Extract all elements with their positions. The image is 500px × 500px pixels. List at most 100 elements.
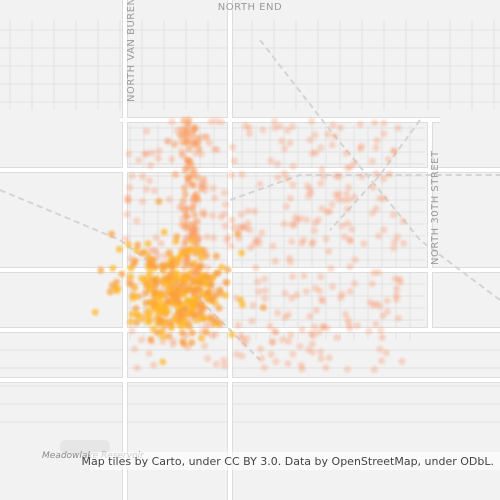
point xyxy=(145,177,153,185)
point xyxy=(213,360,221,368)
point xyxy=(375,232,383,240)
point xyxy=(347,237,355,245)
point xyxy=(145,260,153,268)
point xyxy=(356,121,364,129)
point xyxy=(343,365,351,373)
point xyxy=(182,224,190,232)
point xyxy=(151,276,159,284)
point xyxy=(379,312,387,320)
point xyxy=(289,122,297,130)
point xyxy=(281,169,289,177)
point xyxy=(165,249,173,257)
point xyxy=(190,294,198,302)
point xyxy=(391,238,399,246)
point xyxy=(150,246,158,254)
point xyxy=(204,355,212,363)
point xyxy=(400,239,408,247)
point xyxy=(251,207,259,215)
point xyxy=(106,288,114,296)
point xyxy=(338,290,346,298)
point xyxy=(340,196,348,204)
point xyxy=(133,217,141,225)
point xyxy=(134,241,142,249)
point xyxy=(399,217,407,225)
point xyxy=(303,216,311,224)
point xyxy=(127,318,135,326)
point xyxy=(298,326,306,334)
point xyxy=(296,342,304,350)
point xyxy=(258,355,266,363)
point xyxy=(336,124,344,132)
point xyxy=(328,200,336,208)
point xyxy=(390,211,398,219)
point xyxy=(230,224,238,232)
point xyxy=(220,189,228,197)
point xyxy=(289,181,297,189)
point xyxy=(279,336,287,344)
point xyxy=(378,357,386,365)
point xyxy=(328,141,336,149)
point xyxy=(201,342,209,350)
point xyxy=(135,156,143,164)
point xyxy=(138,249,146,257)
point xyxy=(370,365,378,373)
point xyxy=(288,294,296,302)
point xyxy=(317,273,325,281)
point xyxy=(329,121,337,129)
point xyxy=(383,307,391,315)
point xyxy=(366,298,374,306)
point xyxy=(281,289,289,297)
point xyxy=(174,298,182,306)
point xyxy=(334,195,342,203)
point xyxy=(168,155,176,163)
point xyxy=(266,323,274,331)
point xyxy=(139,197,147,205)
point xyxy=(261,287,269,295)
point xyxy=(289,350,297,358)
point xyxy=(183,133,191,141)
point xyxy=(238,352,246,360)
point xyxy=(323,208,331,216)
point xyxy=(175,255,183,263)
point xyxy=(385,170,393,178)
point xyxy=(380,175,388,183)
point xyxy=(257,345,265,353)
point xyxy=(143,307,151,315)
point xyxy=(383,297,391,305)
point xyxy=(376,345,384,353)
point xyxy=(168,118,176,126)
point xyxy=(318,205,326,213)
point xyxy=(398,358,406,366)
point xyxy=(394,124,402,132)
point xyxy=(245,124,253,132)
point xyxy=(394,314,402,322)
point xyxy=(350,193,358,201)
point xyxy=(196,278,204,286)
point xyxy=(343,190,351,198)
point xyxy=(324,130,332,138)
point xyxy=(322,235,330,243)
point xyxy=(188,205,196,213)
point xyxy=(322,364,330,372)
point xyxy=(180,263,188,271)
reservoir xyxy=(60,440,110,454)
point xyxy=(261,275,269,283)
point xyxy=(198,334,206,342)
point xyxy=(325,247,333,255)
point xyxy=(185,322,193,330)
point xyxy=(309,149,317,157)
point xyxy=(179,279,187,287)
point xyxy=(225,233,233,241)
point xyxy=(133,311,141,319)
point xyxy=(325,354,333,362)
point xyxy=(165,332,173,340)
point xyxy=(228,216,236,224)
point xyxy=(188,329,196,337)
point xyxy=(193,316,201,324)
attribution-bg xyxy=(90,452,500,470)
point xyxy=(290,221,298,229)
point xyxy=(287,331,295,339)
point xyxy=(127,273,135,281)
point xyxy=(155,147,163,155)
